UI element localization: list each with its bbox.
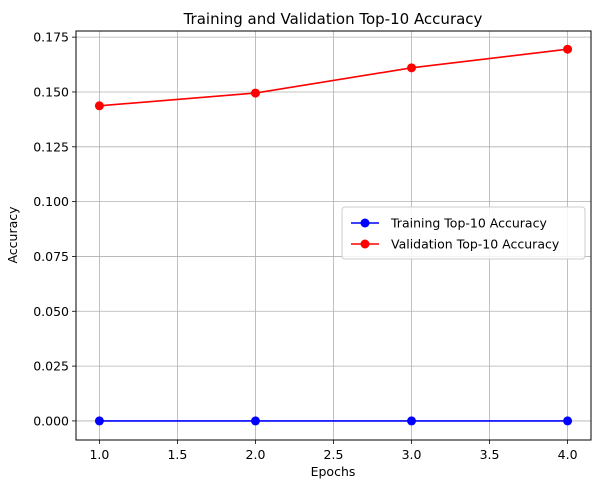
x-tick-label: 3.0 (402, 447, 422, 462)
y-tick-label: 0.075 (33, 249, 69, 264)
data-point-validation (94, 101, 104, 111)
legend-label-validation: Validation Top-10 Accuracy (391, 237, 560, 252)
y-tick-label: 0.175 (33, 30, 69, 45)
x-tick-label: 2.5 (324, 447, 344, 462)
legend-marker-validation (360, 239, 370, 249)
legend-label-training: Training Top-10 Accuracy (390, 216, 547, 231)
data-point-training (563, 416, 573, 426)
x-tick-label: 4.0 (558, 447, 578, 462)
y-tick-label: 0.050 (33, 304, 69, 319)
y-tick-label: 0.150 (33, 84, 69, 99)
x-axis-ticks: 1.0 1.5 2.0 2.5 3.0 3.5 4.0 (89, 440, 578, 462)
plot-series (94, 44, 573, 426)
y-axis-ticks: 0.000 0.025 0.050 0.075 0.100 0.125 0.150 0.175 (33, 30, 76, 428)
data-point-training (94, 416, 104, 426)
legend-box (341, 206, 586, 260)
data-point-training (407, 416, 417, 426)
x-tick-label: 3.5 (480, 447, 500, 462)
x-tick-label: 2.0 (246, 447, 266, 462)
data-point-validation (250, 88, 260, 98)
x-tick-label: 1.5 (167, 447, 187, 462)
y-tick-label: 0.100 (33, 194, 69, 209)
legend: Training Top-10 Accuracy Validation Top-… (341, 206, 586, 260)
y-tick-label: 0.025 (33, 359, 69, 374)
data-point-training (250, 416, 260, 426)
x-axis-label: Epochs (311, 464, 356, 479)
x-tick-label: 1.0 (89, 447, 109, 462)
series-line-validation (99, 48, 568, 107)
legend-marker-training (360, 218, 370, 228)
y-axis-label: Accuracy (5, 206, 20, 264)
y-tick-label: 0.125 (33, 139, 69, 154)
data-point-validation (563, 44, 573, 54)
y-tick-label: 0.000 (33, 413, 69, 428)
data-point-validation (407, 63, 417, 73)
chart-title: Training and Validation Top-10 Accuracy (183, 10, 483, 28)
